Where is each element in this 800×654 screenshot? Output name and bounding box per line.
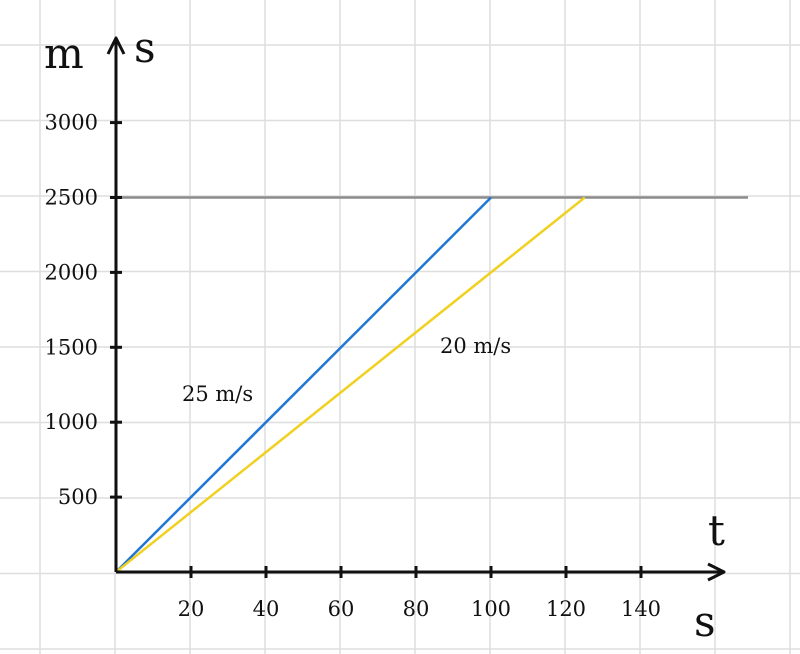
series-lines xyxy=(115,196,586,573)
y-tick-label: 1500 xyxy=(45,335,98,359)
y-axis-symbol-label: s xyxy=(134,23,156,72)
y-axis-arrowhead xyxy=(106,36,126,55)
y-tick-label: 2500 xyxy=(45,186,98,210)
x-tick-label: 100 xyxy=(471,597,511,621)
x-tick-label: 120 xyxy=(546,597,586,621)
series-line-0 xyxy=(115,196,492,573)
tick-labels: 500 1000 1500 2000 2500 3000 20 40 60 80 100 120 140 xyxy=(45,111,662,621)
x-tick-label: 20 xyxy=(178,597,205,621)
x-tick-label: 40 xyxy=(253,597,280,621)
y-tick-label: 1000 xyxy=(45,410,98,434)
y-tick-label: 3000 xyxy=(45,111,98,135)
series-label-25: 25 m/s xyxy=(182,382,253,406)
x-axis-arrowhead xyxy=(707,562,726,582)
y-tick-label: 500 xyxy=(58,485,98,509)
y-axis-unit-label: m xyxy=(44,29,84,78)
axes xyxy=(106,36,726,582)
y-tick-label: 2000 xyxy=(45,260,98,284)
x-tick-label: 60 xyxy=(328,597,355,621)
x-axis-symbol-label: t xyxy=(708,506,725,555)
series-line-1 xyxy=(115,196,586,573)
x-axis-unit-label: s xyxy=(694,597,716,646)
tick-marks xyxy=(110,121,643,578)
x-tick-label: 80 xyxy=(403,597,430,621)
series-label-20: 20 m/s xyxy=(440,334,511,358)
x-tick-label: 140 xyxy=(621,597,661,621)
